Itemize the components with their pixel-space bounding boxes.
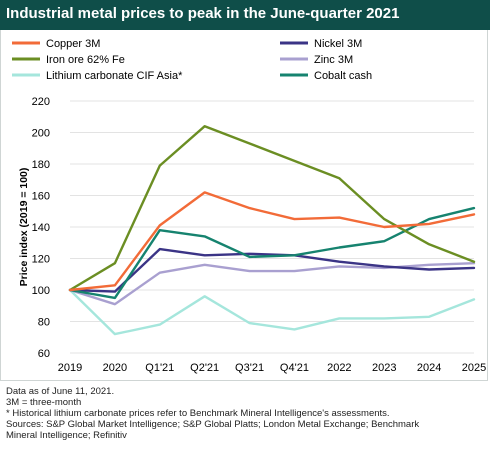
series-line bbox=[68, 124, 476, 292]
legend-label: Nickel 3M bbox=[314, 38, 362, 50]
footnote-date: Data as of June 11, 2021. bbox=[6, 386, 115, 397]
y-tick-label: 180 bbox=[32, 159, 50, 171]
series-line bbox=[68, 261, 476, 306]
legend-label: Cobalt cash bbox=[314, 70, 372, 82]
y-axis-label: Price index (2019 = 100) bbox=[18, 168, 30, 287]
y-tick-label: 80 bbox=[38, 317, 50, 329]
legend-label: Iron ore 62% Fe bbox=[46, 54, 125, 66]
y-tick-label: 220 bbox=[32, 96, 50, 108]
series-line bbox=[68, 288, 476, 336]
legend-label: Copper 3M bbox=[46, 38, 100, 50]
x-tick-label: 2019 bbox=[58, 362, 82, 374]
x-tick-label: Q2'21 bbox=[190, 362, 219, 374]
x-tick-label: 2025 bbox=[462, 362, 486, 374]
footnote-sources-cont: Mineral Intelligence; Refinitiv bbox=[6, 430, 127, 441]
title-bar: Industrial metal prices to peak in the J… bbox=[0, 0, 490, 30]
line-chart: 60 80 100 120 140 160 180 200 220 2019 2020 Q1'21 Q2… bbox=[12, 38, 486, 374]
x-tick-label: 2022 bbox=[327, 362, 351, 374]
footnote-lithium: * Historical lithium carbonate prices re… bbox=[6, 408, 390, 419]
footnote-sources: Sources: S&P Global Market Intelligence;… bbox=[6, 419, 420, 430]
series-line bbox=[68, 191, 476, 292]
footnote-abbrev: 3M = three-month bbox=[6, 397, 82, 408]
x-tick-label: 2020 bbox=[103, 362, 127, 374]
y-tick-label: 200 bbox=[32, 128, 50, 140]
series-line bbox=[68, 206, 476, 300]
series-line bbox=[68, 247, 476, 293]
y-tick-label: 60 bbox=[38, 348, 50, 360]
y-tick-label: 140 bbox=[32, 222, 50, 234]
x-tick-label: 2024 bbox=[417, 362, 441, 374]
y-tick-label: 100 bbox=[32, 285, 50, 297]
x-tick-label: 2023 bbox=[372, 362, 396, 374]
legend-label: Zinc 3M bbox=[314, 54, 353, 66]
chart-title: Industrial metal prices to peak in the J… bbox=[6, 5, 400, 22]
y-tick-label: 120 bbox=[32, 254, 50, 266]
x-tick-label: Q3'21 bbox=[235, 362, 264, 374]
x-tick-label: Q1'21 bbox=[145, 362, 174, 374]
legend-label: Lithium carbonate CIF Asia* bbox=[46, 70, 183, 82]
y-tick-label: 160 bbox=[32, 191, 50, 203]
x-tick-label: Q4'21 bbox=[280, 362, 309, 374]
